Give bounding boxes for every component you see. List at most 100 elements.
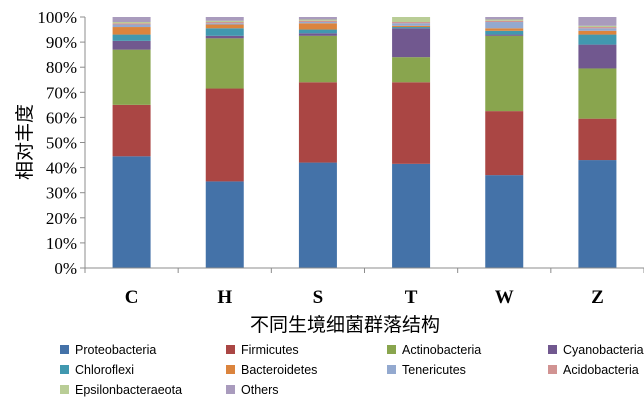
bar-segment <box>205 17 244 21</box>
bar-segment <box>485 28 524 31</box>
legend-swatch <box>548 365 557 374</box>
legend-swatch <box>387 345 396 354</box>
bar-segment <box>112 27 151 35</box>
legend-label: Bacteroidetes <box>241 363 317 377</box>
bar-segment <box>298 162 337 268</box>
legend-item: Bacteroidetes <box>226 363 317 377</box>
legend-label: Cyanobacteria <box>563 343 644 357</box>
bar-segment <box>392 163 431 268</box>
bar-segment <box>392 57 431 83</box>
legend-item: Epsilonbacteraeota <box>60 383 182 397</box>
bar-segment <box>112 34 151 41</box>
bar-segment <box>485 17 524 20</box>
bar-segment <box>392 23 431 26</box>
bar-segment <box>392 22 431 24</box>
bar-segment <box>392 82 431 164</box>
x-category-label: S <box>313 287 324 308</box>
bar-segment <box>298 20 337 23</box>
bar-segment <box>578 68 617 119</box>
legend-swatch <box>60 385 69 394</box>
bar-segment <box>298 82 337 163</box>
x-axis-title: 不同生境细菌群落结构 <box>250 314 440 336</box>
legend-label: Epsilonbacteraeota <box>75 383 182 397</box>
y-tick-label: 70% <box>46 83 77 102</box>
bar-segment <box>578 118 617 161</box>
y-axis-title: 相对丰度 <box>14 104 36 180</box>
bar-segment <box>392 25 431 28</box>
legend-label: Firmicutes <box>241 343 299 357</box>
bar-segment <box>485 19 524 21</box>
bar-segment <box>298 29 337 34</box>
legend: Proteobacteria Firmicutes Actinobacteria Cy… <box>60 343 644 397</box>
legend-label: Tenericutes <box>402 363 466 377</box>
y-tick-label: 20% <box>46 209 77 228</box>
bar-segment <box>205 38 244 89</box>
y-axis-ticks: 0% 10% 20% 30% 40% 50% 60% 70% 80% 90% 100% <box>37 8 85 278</box>
legend-item: Firmicutes <box>226 343 299 357</box>
y-tick-label: 80% <box>46 58 77 77</box>
bar-segment <box>485 30 524 35</box>
y-tick-label: 60% <box>46 108 77 127</box>
bars-layer <box>112 17 617 268</box>
legend-swatch <box>387 365 396 374</box>
bar-segment <box>298 17 337 20</box>
bar-segment <box>298 35 337 83</box>
bar-segment <box>578 44 617 69</box>
y-tick-label: 50% <box>46 134 77 153</box>
bar-segment <box>112 22 151 24</box>
x-category-label: C <box>125 287 139 308</box>
bar-segment <box>485 20 524 23</box>
bar-segment <box>112 49 151 105</box>
bar-segment <box>205 181 244 268</box>
bar-segment <box>298 22 337 24</box>
x-category-label: Z <box>591 287 604 308</box>
x-category-label: H <box>217 287 232 308</box>
bar-segment <box>205 88 244 182</box>
y-tick-label: 40% <box>46 159 77 178</box>
bar-segment <box>112 24 151 28</box>
legend-swatch <box>226 365 235 374</box>
bar-segment <box>298 23 337 30</box>
bar-segment <box>578 28 617 31</box>
bar-segment <box>112 156 151 268</box>
bar-segment <box>112 104 151 157</box>
legend-item: Cyanobacteria <box>548 343 644 357</box>
bar-segment <box>578 25 617 28</box>
bar-segment <box>298 19 337 21</box>
bar-segment <box>578 160 617 268</box>
bar-segment <box>298 33 337 36</box>
bar-segment <box>205 35 244 39</box>
y-tick-label: 90% <box>46 33 77 52</box>
legend-item: Actinobacteria <box>387 343 481 357</box>
legend-item: Proteobacteria <box>60 343 156 357</box>
legend-swatch <box>60 345 69 354</box>
legend-swatch <box>226 385 235 394</box>
x-category-label: W <box>495 287 514 308</box>
legend-label: Acidobacteria <box>563 363 639 377</box>
bar-segment <box>205 23 244 25</box>
bar-segment <box>205 20 244 23</box>
bar-segment <box>112 40 151 50</box>
legend-item: Tenericutes <box>387 363 466 377</box>
legend-label: Others <box>241 383 279 397</box>
x-category-label: T <box>405 287 418 308</box>
legend-label: Chloroflexi <box>75 363 134 377</box>
y-tick-label: 100% <box>37 8 77 27</box>
bar-segment <box>392 28 431 58</box>
legend-label: Proteobacteria <box>75 343 156 357</box>
bar-segment <box>485 34 524 36</box>
y-tick-label: 30% <box>46 184 77 203</box>
bar-segment <box>578 34 617 45</box>
legend-swatch <box>548 345 557 354</box>
bar-segment <box>112 23 151 25</box>
bar-segment <box>485 111 524 176</box>
bar-segment <box>205 28 244 36</box>
legend-swatch <box>226 345 235 354</box>
bar-segment <box>392 27 431 29</box>
legend-item: Chloroflexi <box>60 363 134 377</box>
y-tick-label: 10% <box>46 234 77 253</box>
bar-segment <box>485 35 524 112</box>
axes-layer <box>84 17 644 269</box>
